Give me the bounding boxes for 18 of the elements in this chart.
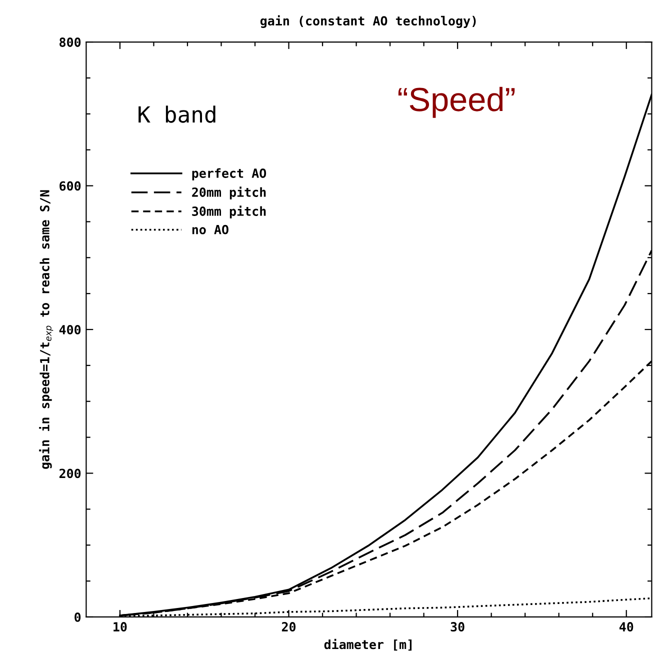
chart-title: gain (constant AO technology) [260,15,476,28]
y-tick-label: 200 [59,468,81,478]
x-axis-title: diameter [m] [324,638,412,651]
x-tick-label: 40 [619,622,634,632]
legend-label: 20mm pitch [192,186,266,200]
x-tick-label: 10 [114,622,127,632]
x-tick-label: 20 [282,622,296,632]
y-axis-title: gain in speed=1/t$_{exp}$ to reach same S/N [39,190,54,469]
y-tick-label: 600 [60,181,81,191]
annotation: “Speed” [398,86,515,118]
y-tick-label: 400 [59,324,81,334]
legend-label: perfect AO [192,168,266,180]
y-tick-label: 0 [74,612,81,622]
x-tick-label: 30 [450,622,464,632]
y-tick-label: 800 [60,37,81,47]
legend-label: no AO [192,224,228,234]
legend-label: 30mm pitch [192,206,266,218]
annotation: K band [138,106,216,123]
